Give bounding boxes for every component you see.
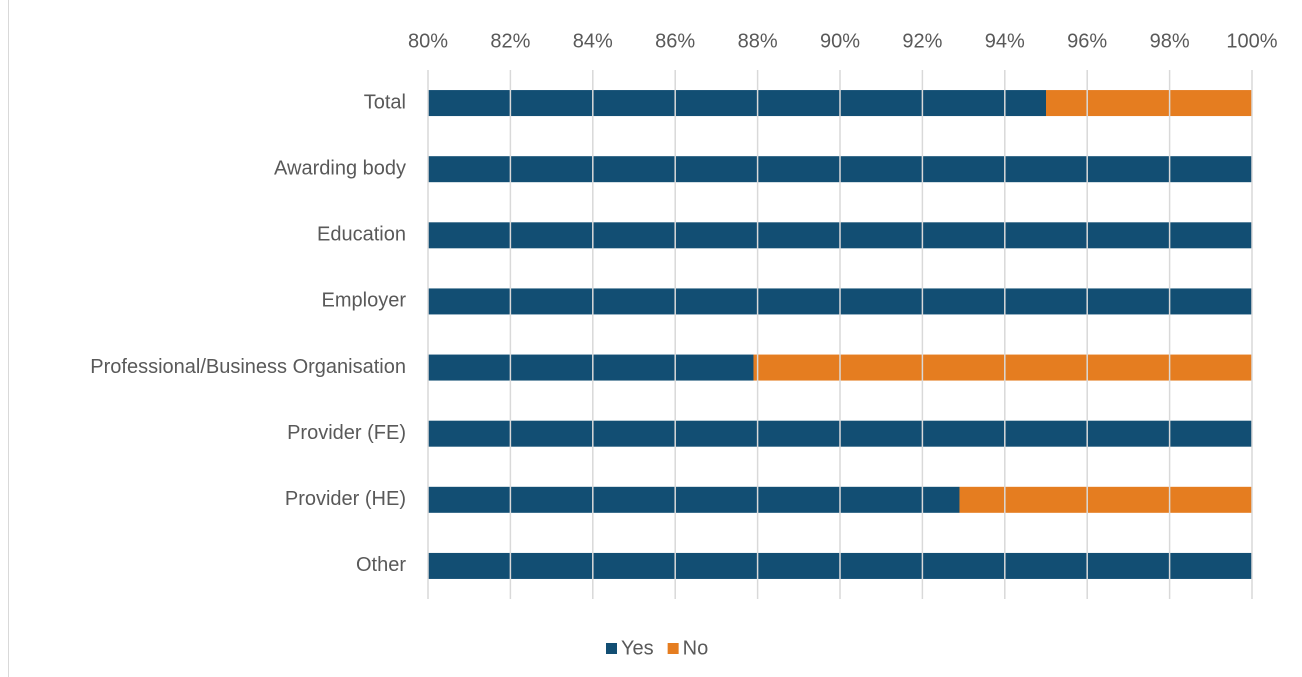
x-tick-label: 96% xyxy=(1067,30,1107,52)
legend-label: Yes xyxy=(621,637,654,659)
x-tick-label: 98% xyxy=(1150,30,1190,52)
x-tick-label: 86% xyxy=(655,30,695,52)
y-tick-label: Professional/Business Organisation xyxy=(90,356,406,378)
x-tick-label: 92% xyxy=(902,30,942,52)
y-tick-label: Provider (FE) xyxy=(287,422,406,444)
legend-label: No xyxy=(683,637,709,659)
x-tick-label: 100% xyxy=(1226,30,1277,52)
bar-segment xyxy=(959,486,1252,513)
bar-segment xyxy=(1046,90,1252,117)
y-tick-label: Education xyxy=(317,224,406,246)
y-tick-label: Other xyxy=(356,554,406,576)
legend-swatch xyxy=(606,643,617,654)
y-tick-label: Awarding body xyxy=(274,157,406,179)
x-tick-label: 82% xyxy=(490,30,530,52)
x-tick-label: 84% xyxy=(573,30,613,52)
legend-swatch xyxy=(667,643,679,654)
x-tick-label: 88% xyxy=(738,30,778,52)
x-tick-label: 94% xyxy=(985,30,1025,52)
y-tick-label: Employer xyxy=(322,290,407,312)
bar-segment xyxy=(428,486,960,513)
x-tick-label: 80% xyxy=(408,30,448,52)
y-tick-label: Provider (HE) xyxy=(285,488,406,510)
bar-segment xyxy=(428,354,754,381)
y-tick-label: Total xyxy=(364,91,406,113)
bar-segment xyxy=(753,354,1252,381)
bar-segment xyxy=(428,90,1046,117)
x-tick-label: 90% xyxy=(820,30,860,52)
